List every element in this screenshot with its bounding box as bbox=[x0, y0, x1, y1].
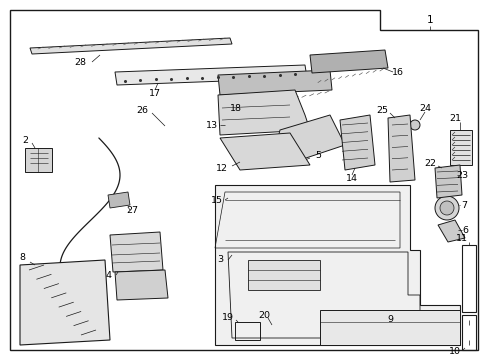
Text: 18: 18 bbox=[229, 104, 242, 113]
Text: 3: 3 bbox=[217, 256, 223, 265]
Text: 21: 21 bbox=[448, 113, 460, 122]
Text: 6: 6 bbox=[461, 225, 467, 234]
Text: 22: 22 bbox=[423, 158, 435, 167]
Text: 12: 12 bbox=[216, 163, 227, 172]
Text: 20: 20 bbox=[258, 310, 269, 320]
Circle shape bbox=[331, 287, 347, 303]
Text: 11: 11 bbox=[455, 234, 467, 243]
Polygon shape bbox=[220, 133, 309, 170]
Text: 1: 1 bbox=[426, 15, 432, 25]
Text: 14: 14 bbox=[346, 174, 357, 183]
Ellipse shape bbox=[266, 332, 288, 344]
Text: 16: 16 bbox=[391, 68, 403, 77]
Polygon shape bbox=[434, 165, 461, 198]
Text: 26: 26 bbox=[136, 105, 148, 114]
Polygon shape bbox=[215, 185, 459, 345]
Text: 5: 5 bbox=[314, 150, 320, 159]
Circle shape bbox=[434, 196, 458, 220]
Text: 27: 27 bbox=[126, 206, 138, 215]
Text: 25: 25 bbox=[375, 105, 387, 114]
Polygon shape bbox=[274, 115, 345, 160]
Polygon shape bbox=[218, 70, 331, 95]
Text: 9: 9 bbox=[386, 315, 392, 324]
Polygon shape bbox=[437, 220, 464, 242]
Polygon shape bbox=[115, 65, 306, 85]
Text: 17: 17 bbox=[149, 89, 161, 98]
Text: 13: 13 bbox=[205, 121, 218, 130]
Text: 24: 24 bbox=[418, 104, 430, 113]
Polygon shape bbox=[115, 270, 168, 300]
Text: 28: 28 bbox=[74, 58, 86, 67]
Text: 7: 7 bbox=[460, 201, 466, 210]
Text: 19: 19 bbox=[222, 314, 234, 323]
Text: 8: 8 bbox=[19, 253, 25, 262]
Text: 2: 2 bbox=[22, 135, 28, 144]
Polygon shape bbox=[108, 192, 130, 208]
Polygon shape bbox=[218, 90, 309, 135]
Polygon shape bbox=[25, 148, 52, 172]
Polygon shape bbox=[20, 260, 110, 345]
Polygon shape bbox=[449, 130, 471, 165]
Text: 15: 15 bbox=[210, 195, 223, 204]
Polygon shape bbox=[387, 115, 414, 182]
Polygon shape bbox=[319, 310, 459, 345]
Circle shape bbox=[409, 120, 419, 130]
Circle shape bbox=[439, 201, 453, 215]
Text: 4: 4 bbox=[105, 270, 111, 279]
Text: 10: 10 bbox=[448, 347, 460, 356]
Polygon shape bbox=[110, 232, 163, 272]
Polygon shape bbox=[247, 260, 319, 290]
Polygon shape bbox=[339, 115, 374, 170]
Polygon shape bbox=[30, 38, 231, 54]
Polygon shape bbox=[309, 50, 387, 73]
Text: 23: 23 bbox=[455, 171, 467, 180]
